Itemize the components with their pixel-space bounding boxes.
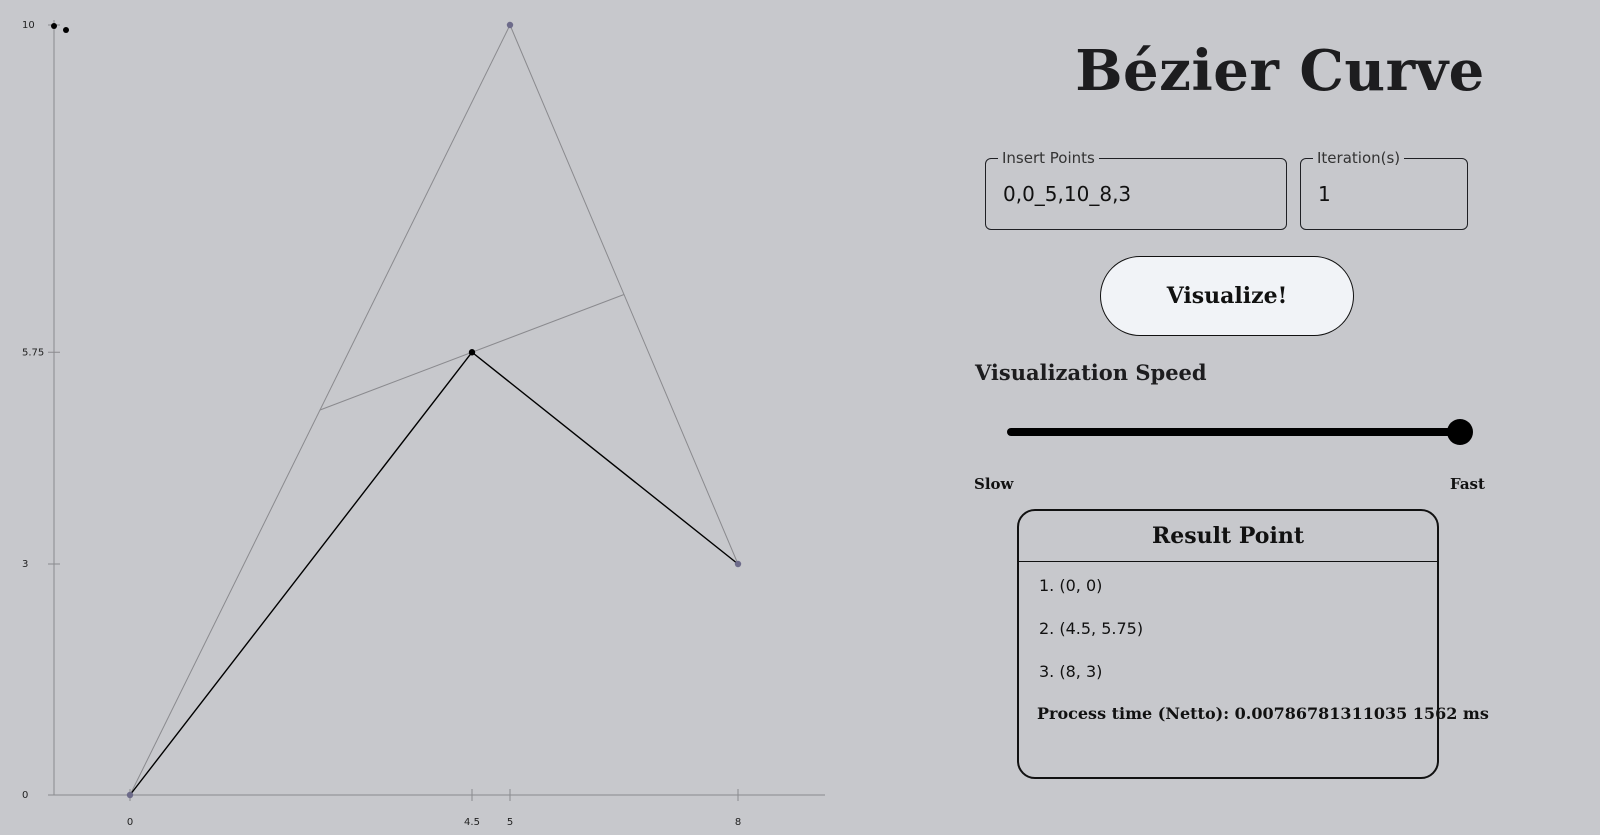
result-title: Result Point bbox=[1019, 511, 1437, 562]
y-tick-label: 3 bbox=[22, 559, 28, 570]
result-item: 1. (0, 0) bbox=[1039, 576, 1103, 595]
marker-dot bbox=[51, 23, 57, 29]
curve-line bbox=[129, 351, 739, 796]
x-tick-label: 8 bbox=[735, 817, 741, 828]
result-item: 3. (8, 3) bbox=[1039, 662, 1103, 681]
y-tick-label: 5.75 bbox=[22, 347, 44, 358]
fast-label: Fast bbox=[1450, 475, 1485, 493]
y-tick-label: 10 bbox=[22, 20, 35, 31]
x-tick-label: 5 bbox=[507, 817, 513, 828]
result-box: Result Point 1. (0, 0) 2. (4.5, 5.75) 3.… bbox=[1017, 509, 1489, 779]
points-field[interactable]: Insert Points bbox=[985, 149, 1287, 230]
control-point bbox=[734, 560, 742, 568]
iterations-field[interactable]: Iteration(s) bbox=[1300, 149, 1468, 230]
curve-point bbox=[468, 349, 476, 356]
points-field-label: Insert Points bbox=[998, 149, 1099, 167]
visualize-button[interactable]: Visualize! bbox=[1100, 256, 1354, 336]
bezier-plot: 0 3 5.75 10 0 4.5 5 8 bbox=[22, 20, 825, 828]
speed-slider-thumb[interactable] bbox=[1447, 419, 1473, 445]
process-time: Process time (Netto): 0.00786781311035 1… bbox=[1037, 704, 1489, 723]
marker-dot bbox=[63, 27, 69, 33]
x-tick-label: 4.5 bbox=[464, 817, 480, 828]
control-point bbox=[126, 791, 134, 799]
speed-slider-track[interactable] bbox=[1007, 428, 1457, 436]
iterations-field-label: Iteration(s) bbox=[1313, 149, 1405, 167]
slow-label: Slow bbox=[974, 475, 1014, 493]
page-title: Bézier Curve bbox=[1075, 38, 1485, 104]
points-input[interactable] bbox=[1001, 181, 1245, 207]
result-item: 2. (4.5, 5.75) bbox=[1039, 619, 1144, 638]
control-panel: Bézier Curve Insert Points Iteration(s) … bbox=[960, 0, 1600, 835]
iterations-input[interactable] bbox=[1316, 181, 1453, 207]
x-tick-label: 0 bbox=[127, 817, 133, 828]
y-tick-label: 0 bbox=[22, 790, 28, 801]
speed-label: Visualization Speed bbox=[975, 360, 1207, 385]
control-point bbox=[506, 21, 514, 29]
